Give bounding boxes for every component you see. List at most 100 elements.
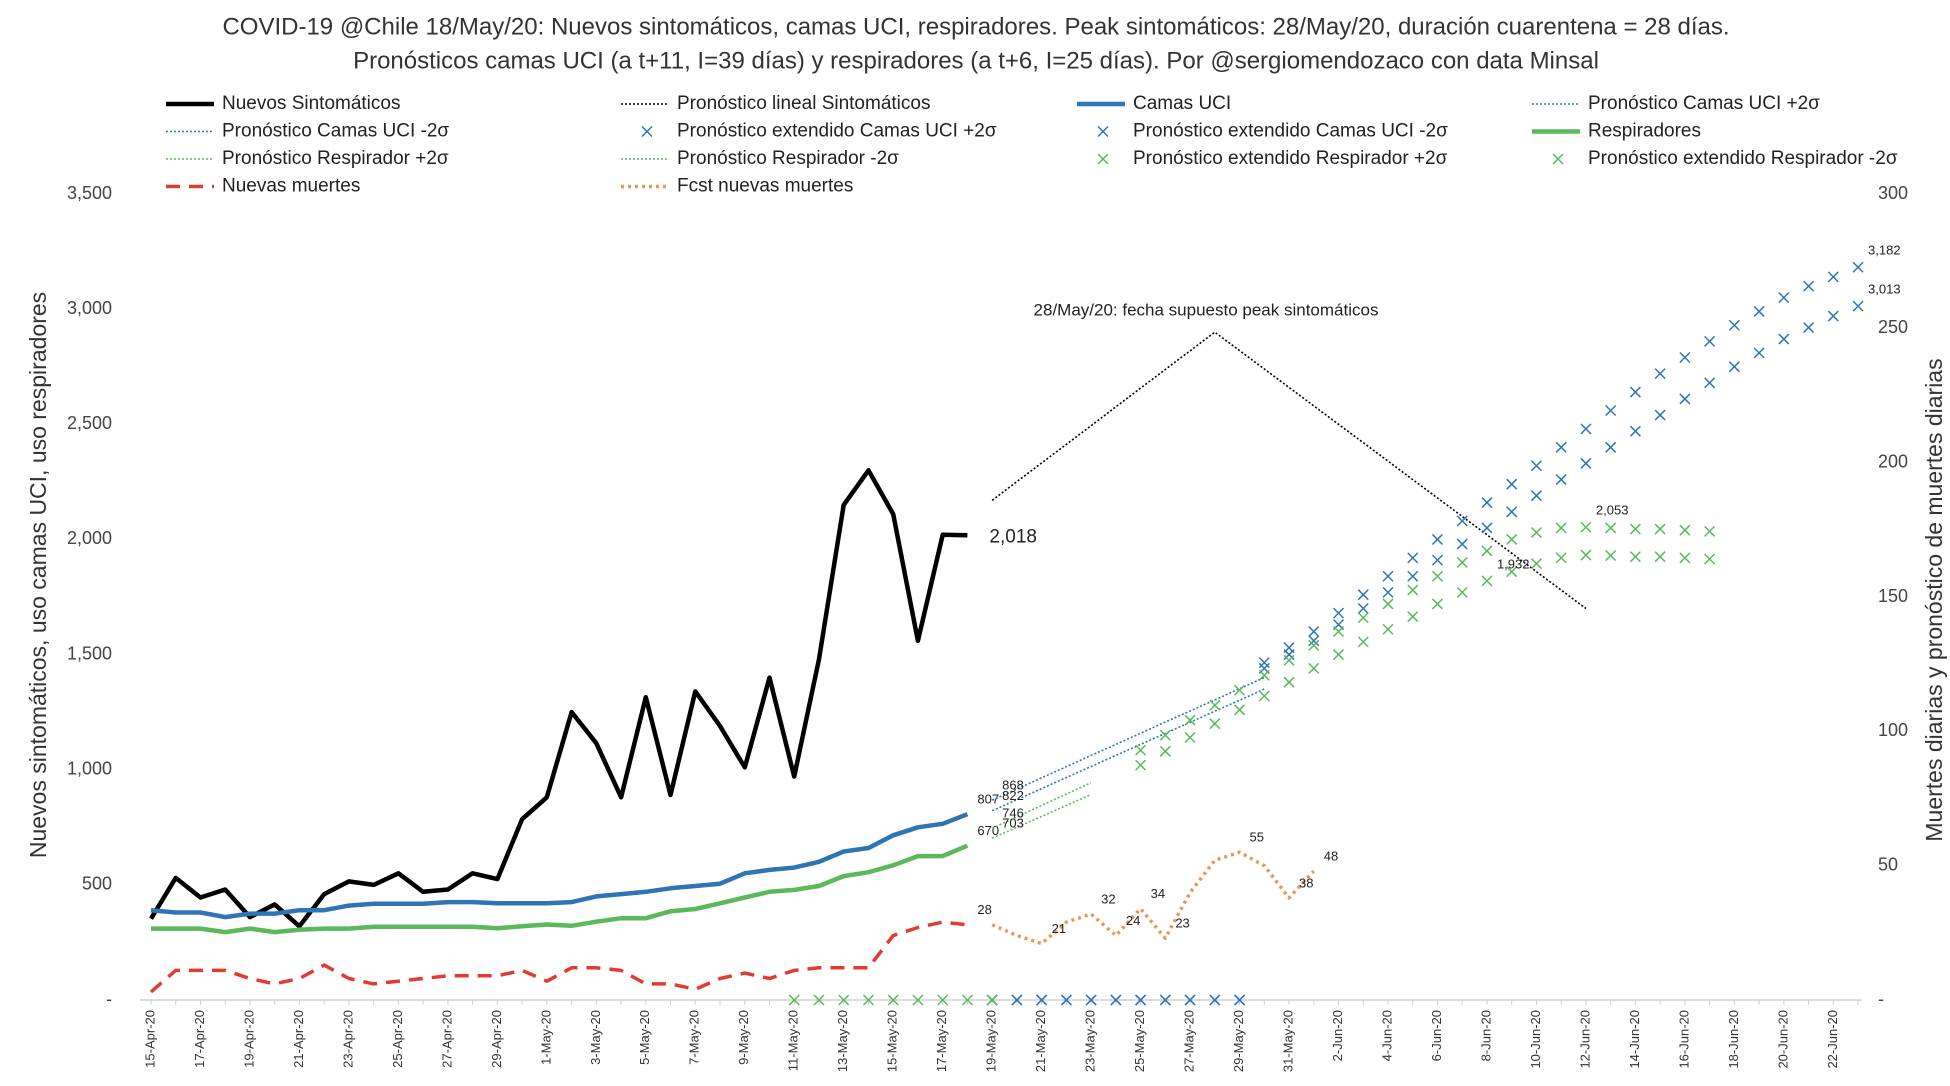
x-tick-label: 19-May-20 xyxy=(984,1010,999,1072)
scatter-point xyxy=(1456,515,1468,527)
scatter-point xyxy=(1728,319,1740,331)
scatter-point xyxy=(1803,280,1815,292)
scatter-point xyxy=(1357,636,1369,648)
scatter-point xyxy=(1159,729,1171,741)
legend-marker xyxy=(1552,153,1564,165)
scatter-point xyxy=(1704,377,1716,389)
scatter-point xyxy=(1555,522,1567,534)
scatter-point xyxy=(1803,322,1815,334)
scatter-point xyxy=(1753,305,1765,317)
scatter-point xyxy=(1407,570,1419,582)
scatter-point xyxy=(1135,994,1147,1006)
legend-label: Pronóstico Respirador +2σ xyxy=(222,148,449,169)
legend-marker xyxy=(1097,125,1109,138)
data-label: 23 xyxy=(1175,916,1189,931)
scatter-point xyxy=(1506,566,1518,578)
scatter-point xyxy=(1234,704,1246,716)
data-label: 55 xyxy=(1250,830,1264,845)
data-label: 48 xyxy=(1324,848,1338,863)
x-tick-label: 1-May-20 xyxy=(538,1010,553,1065)
y2-tick-label: - xyxy=(1878,989,1884,1009)
scatter-point xyxy=(1679,351,1691,364)
scatter-point xyxy=(912,994,924,1006)
scatter-point xyxy=(838,994,850,1006)
scatter-point xyxy=(1357,612,1369,624)
scatter-point xyxy=(937,994,949,1006)
scatter-point xyxy=(1629,425,1641,437)
series-line xyxy=(991,793,1092,839)
legend-label: Pronóstico extendido Camas UCI -2σ xyxy=(1133,121,1448,142)
scatter-point xyxy=(1332,626,1345,638)
y2-tick-label: 150 xyxy=(1878,586,1908,606)
scatter-point xyxy=(1209,994,1221,1006)
scatter-point xyxy=(1704,553,1716,565)
legend-label: Pronóstico Camas UCI +2σ xyxy=(1588,93,1820,114)
scatter-point xyxy=(1753,347,1765,359)
x-tick-label: 29-May-20 xyxy=(1231,1010,1246,1072)
scatter-point xyxy=(1382,598,1394,610)
scatter-point xyxy=(1159,745,1171,757)
series-line xyxy=(991,676,1265,801)
y-tick-label: 1,500 xyxy=(67,643,112,663)
x-tick-label: 5-May-20 xyxy=(637,1010,652,1065)
scatter-point xyxy=(1654,523,1666,535)
scatter-point xyxy=(1184,994,1196,1006)
scatter-point xyxy=(1555,474,1567,486)
x-tick-label: 20-Jun-20 xyxy=(1775,1010,1790,1069)
scatter-point xyxy=(1431,533,1444,545)
data-label: 2,018 xyxy=(989,526,1037,547)
x-tick-label: 16-Jun-20 xyxy=(1676,1010,1691,1069)
scatter-point xyxy=(1258,657,1270,669)
scatter-point xyxy=(1580,423,1592,435)
x-tick-label: 8-Jun-20 xyxy=(1478,1010,1493,1061)
x-tick-label: 17-Apr-20 xyxy=(192,1010,207,1068)
x-tick-label: 13-May-20 xyxy=(835,1010,850,1072)
legend-label: Camas UCI xyxy=(1133,93,1231,114)
scatter-point xyxy=(1308,639,1320,651)
scatter-point xyxy=(1357,589,1369,601)
x-tick-label: 2-Jun-20 xyxy=(1330,1010,1345,1061)
scatter-point xyxy=(1530,526,1542,539)
scatter-point xyxy=(1728,361,1740,373)
x-tick-label: 14-Jun-20 xyxy=(1627,1010,1642,1069)
chart-title: COVID-19 @Chile 18/May/20: Nuevos sintom… xyxy=(222,13,1729,40)
legend-label: Fcst nuevas muertes xyxy=(677,176,853,197)
scatter-point xyxy=(1135,744,1147,756)
scatter-point xyxy=(1234,684,1246,696)
data-label: 32 xyxy=(1101,891,1115,906)
series-line xyxy=(991,850,1316,946)
y2-tick-label: 50 xyxy=(1878,854,1898,874)
y2-tick-label: 200 xyxy=(1878,451,1908,471)
data-label: 868 xyxy=(1002,778,1024,793)
x-tick-label: 6-Jun-20 xyxy=(1429,1010,1444,1061)
scatter-point xyxy=(1778,292,1790,304)
scatter-point xyxy=(1456,556,1468,568)
scatter-point xyxy=(1283,676,1295,688)
scatter-point xyxy=(862,994,874,1006)
x-tick-label: 25-Apr-20 xyxy=(390,1010,405,1068)
legend-label: Nuevos Sintomáticos xyxy=(222,93,400,114)
x-tick-label: 15-Apr-20 xyxy=(142,1010,157,1068)
scatter-point xyxy=(1407,552,1419,564)
scatter-point xyxy=(1679,552,1691,564)
scatter-point xyxy=(1629,551,1641,563)
scatter-point xyxy=(1679,393,1691,405)
scatter-point xyxy=(1654,368,1666,380)
x-tick-label: 19-Apr-20 xyxy=(241,1010,256,1068)
scatter-point xyxy=(1110,994,1122,1006)
series-line xyxy=(151,843,969,935)
scatter-point xyxy=(1209,699,1221,711)
legend-label: Pronóstico Respirador -2σ xyxy=(677,148,899,169)
scatter-point xyxy=(1407,584,1419,596)
scatter-point xyxy=(1506,533,1518,545)
scatter-point xyxy=(1085,994,1097,1006)
scatter-point xyxy=(1605,441,1617,453)
scatter-point xyxy=(1456,538,1468,550)
y-tick-label: 2,500 xyxy=(67,413,112,433)
data-label: 3,182 xyxy=(1868,243,1901,258)
scatter-point xyxy=(887,994,899,1006)
scatter-point xyxy=(1605,404,1617,416)
scatter-point xyxy=(1704,525,1716,537)
data-label: 34 xyxy=(1151,886,1165,901)
legend-marker xyxy=(1097,153,1109,165)
